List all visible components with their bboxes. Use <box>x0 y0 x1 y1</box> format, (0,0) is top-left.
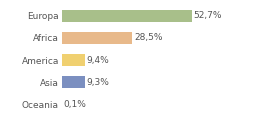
Bar <box>62 32 132 44</box>
Bar <box>62 54 85 66</box>
Bar <box>62 76 85 88</box>
Bar <box>62 10 192 22</box>
Text: 28,5%: 28,5% <box>134 33 162 42</box>
Text: 52,7%: 52,7% <box>194 11 222 20</box>
Text: 9,3%: 9,3% <box>87 78 109 87</box>
Text: 0,1%: 0,1% <box>64 100 87 109</box>
Text: 9,4%: 9,4% <box>87 55 109 65</box>
